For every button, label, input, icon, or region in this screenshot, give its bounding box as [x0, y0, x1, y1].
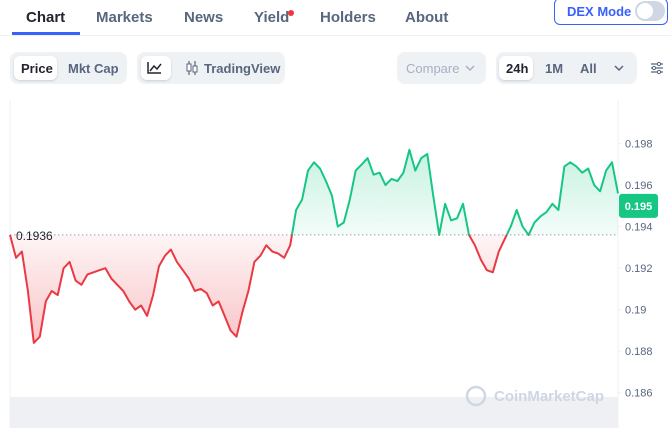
y-tick-label: 0.19	[625, 305, 646, 317]
y-tick-label: 0.196	[625, 180, 653, 192]
range-button[interactable]: 24h	[506, 61, 529, 76]
y-tick-label: 0.194	[625, 222, 653, 234]
y-tick-label: 0.192	[625, 263, 653, 275]
y-tick-label: 0.188	[625, 346, 653, 358]
tradingview-button[interactable]: TradingView	[204, 61, 281, 76]
volume-band	[10, 397, 618, 428]
dex-mode-button[interactable]: DEX Mode	[554, 0, 668, 25]
toggle[interactable]	[635, 1, 665, 21]
range-button[interactable]: All	[580, 61, 597, 76]
compare-label: Compare	[406, 61, 460, 76]
line-icon[interactable]	[146, 61, 162, 75]
chevron[interactable]	[613, 63, 625, 73]
candle-icon	[186, 61, 198, 75]
range-button[interactable]: 1M	[545, 61, 564, 76]
tab[interactable]: Yield	[254, 9, 290, 26]
current-price-label: 0.195	[625, 201, 653, 213]
settings-icon[interactable]	[649, 60, 665, 76]
current-price-tag	[619, 193, 658, 218]
price-line	[9, 148, 619, 344]
price-button[interactable]: Price	[21, 61, 53, 76]
divider	[0, 35, 671, 36]
badge-dot	[288, 10, 294, 16]
y-tick-label: 0.186	[625, 388, 653, 400]
price-area	[10, 149, 618, 343]
tab[interactable]: News	[184, 9, 224, 26]
mkt-cap-button[interactable]: Mkt Cap	[68, 61, 119, 76]
tab[interactable]: Chart	[26, 9, 66, 26]
watermark: CoinMarketCap	[465, 385, 604, 407]
y-tick-label: 0.198	[625, 139, 653, 151]
baseline-label: 0.1936	[16, 229, 53, 243]
tab[interactable]: About	[405, 9, 449, 26]
tab[interactable]: Holders	[320, 9, 376, 26]
chevron	[465, 65, 475, 72]
tab-underline	[12, 32, 80, 35]
active-button	[14, 56, 57, 80]
watermark-text: CoinMarketCap	[494, 388, 604, 405]
active-button	[499, 56, 533, 80]
tab[interactable]: Markets	[96, 9, 153, 26]
dex-mode-label: DEX Mode	[567, 4, 632, 19]
